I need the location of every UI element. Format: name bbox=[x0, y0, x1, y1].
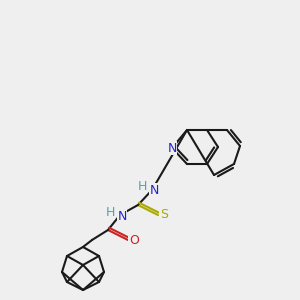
Text: O: O bbox=[129, 233, 139, 247]
Text: N: N bbox=[117, 211, 127, 224]
Text: N: N bbox=[149, 184, 159, 196]
Text: H: H bbox=[105, 206, 115, 220]
Text: H: H bbox=[137, 181, 147, 194]
Text: N: N bbox=[167, 142, 177, 154]
Text: S: S bbox=[160, 208, 168, 221]
